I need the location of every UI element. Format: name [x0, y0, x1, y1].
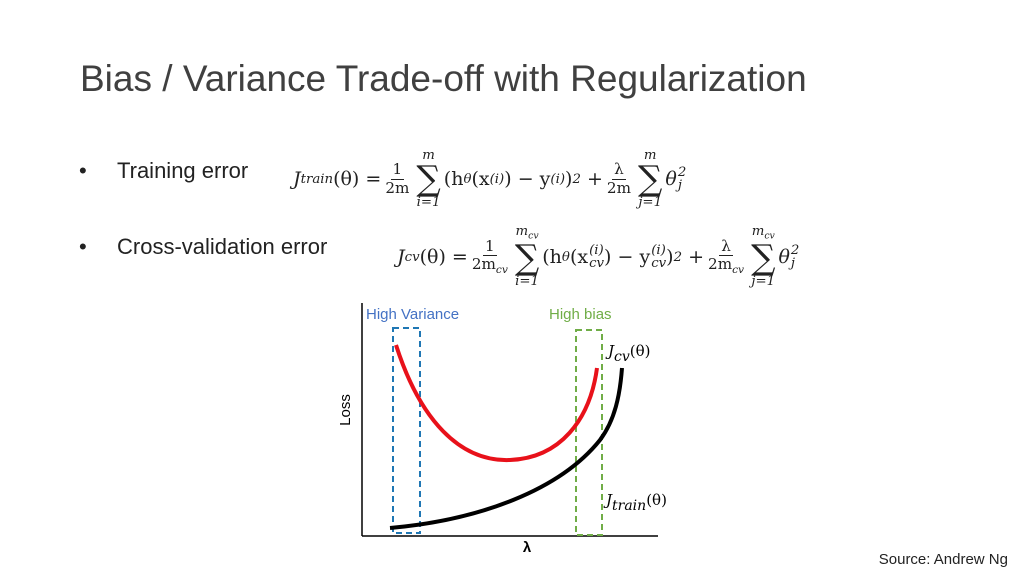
curve-label: Jtrain(θ) — [603, 491, 667, 514]
formula-group: mcv ∑ i=1 — [514, 225, 540, 290]
formula-part: ) − y — [604, 246, 651, 268]
high-variance-region — [392, 327, 421, 534]
formula-part: (x — [569, 246, 589, 268]
y-axis-label: Loss — [337, 394, 354, 426]
formula-part: m — [422, 147, 435, 163]
formula-part: J — [605, 342, 615, 360]
formula-group: (i) cv — [589, 242, 605, 271]
formula-part: (h — [443, 168, 464, 190]
high-bias-region — [575, 329, 603, 536]
formula-part: (i) — [550, 171, 566, 187]
formula-part: 2 — [673, 249, 683, 265]
formula-part: i=1 — [416, 195, 441, 211]
formula-part: λ — [719, 236, 733, 257]
formula-part: θ — [463, 171, 472, 187]
formula-part: cv — [764, 230, 775, 242]
formula-group: (i) cv — [651, 242, 667, 271]
formula-part: + — [688, 246, 705, 268]
curve-label: Jcv(θ) — [605, 342, 651, 365]
formula-part: ∑ — [416, 158, 441, 199]
formula-part: m — [515, 224, 529, 240]
source-note: Source: Andrew Ng — [878, 551, 1008, 568]
formula-part: θ — [778, 246, 790, 268]
formula-part: J — [293, 168, 301, 190]
formula-part: m — [751, 224, 765, 240]
formula-part: m — [643, 147, 657, 163]
formula-group: m ∑ j=1 — [637, 147, 663, 211]
formula-part: (θ) = — [333, 168, 382, 190]
formula-part: ) — [666, 246, 674, 268]
formula-part: 2m — [471, 255, 496, 274]
formula-part: (i) — [489, 171, 505, 187]
formula-part: θ — [561, 249, 570, 265]
slide-title: Bias / Variance Trade-off with Regulariz… — [80, 58, 807, 99]
formula-group: 2mcv — [708, 255, 745, 277]
formula-part: (h — [542, 246, 562, 268]
formula-part: i=1 — [515, 274, 539, 290]
formula-group: 1 2m — [385, 160, 410, 197]
annotation: High bias — [549, 306, 612, 323]
formula-part: ) − y — [504, 168, 551, 190]
formula-part: + — [586, 168, 603, 190]
formula-group: 1 2mcv — [471, 236, 508, 277]
formula-part: (i) — [589, 242, 604, 258]
formula-part: J — [397, 246, 405, 268]
formula-part: 2m — [385, 178, 410, 197]
formula-part: 1 — [483, 236, 497, 257]
cv-error-curve — [394, 344, 599, 463]
formula-part: 2 — [677, 164, 687, 180]
formula-part: (θ) = — [419, 246, 468, 268]
formula-part: ) — [565, 168, 573, 190]
formula-part: cv — [732, 263, 745, 277]
formula-group: mcv — [752, 225, 775, 241]
formula-part: cv — [589, 256, 605, 271]
x-axis-label: λ — [523, 539, 532, 556]
formula-part: train — [300, 171, 334, 187]
formula-part: (x — [471, 168, 490, 190]
train-error-curve — [389, 367, 624, 530]
formula-part: (θ) — [630, 342, 651, 360]
formula-part: 2m — [708, 255, 733, 274]
bullet: Cross-validation error — [79, 234, 327, 260]
formula-part: j — [677, 178, 682, 193]
formula-group: λ 2mcv — [708, 236, 745, 277]
formula-part: ∑ — [514, 238, 540, 279]
formula-part: j — [790, 256, 796, 271]
formula-part: λ — [612, 160, 626, 180]
formula-part: ∑ — [751, 238, 776, 279]
formula-part: θ — [665, 168, 677, 190]
formula-group: λ 2m — [606, 160, 631, 197]
formula-part: j=1 — [638, 195, 663, 211]
formula-part: (i) — [651, 242, 666, 258]
formula-group: 2mcv — [471, 255, 508, 277]
formula-part: J — [603, 491, 613, 509]
formula-part: cv — [651, 256, 667, 271]
formula-part: (θ) — [646, 491, 667, 509]
formula-part: 2m — [606, 178, 631, 197]
formula-part: ∑ — [637, 158, 663, 199]
formula-part: j=1 — [751, 274, 776, 290]
formula-part: 2 — [572, 171, 581, 187]
bullet: Training error — [79, 158, 248, 184]
formula-part: 1 — [390, 160, 405, 180]
formula-part: 2 — [790, 242, 800, 258]
formula-part: cv — [528, 230, 539, 242]
formula-group: mcv ∑ j=1 — [751, 225, 776, 290]
formula-group: m ∑ i=1 — [416, 147, 441, 211]
formula-part: train — [612, 498, 646, 514]
formula-group: mcv — [516, 225, 539, 241]
formula-part: cv — [495, 263, 508, 277]
annotation: High Variance — [366, 306, 459, 323]
formula-part: cv — [614, 349, 630, 365]
formula-part: cv — [404, 249, 420, 265]
